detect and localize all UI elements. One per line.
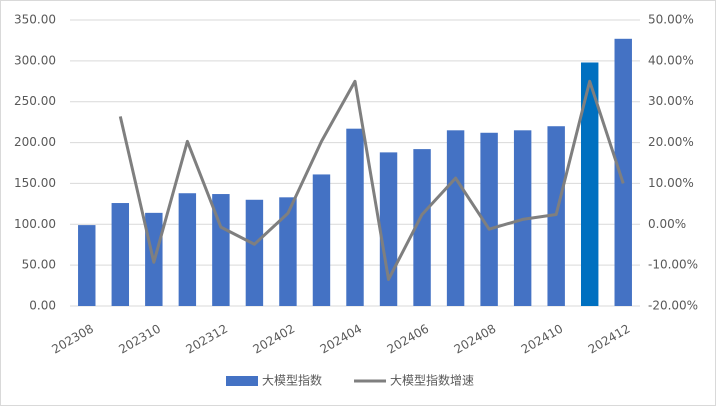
bar [547,126,565,306]
bar [178,193,197,306]
bar [212,194,230,306]
bar [413,149,431,306]
y-tick-label: 250.00 [14,94,56,108]
bar [580,62,599,307]
legend-label: 大模型指数增速 [390,373,474,388]
y-tick-label: 100.00 [14,217,56,231]
y2-tick-label: -10.00% [648,258,698,272]
y2-tick-label: 10.00% [648,176,694,190]
y2-tick-label: 40.00% [648,53,694,67]
y-tick-label: 50.00 [22,258,56,272]
y2-tick-label: 50.00% [648,13,694,27]
y-tick-label: 200.00 [14,135,56,149]
y-tick-label: 300.00 [14,53,56,67]
bar [78,225,96,306]
legend-swatch [226,376,258,386]
bar [614,38,632,307]
y2-tick-label: 0.00% [648,217,686,231]
y-tick-label: 150.00 [14,176,56,190]
y-tick-label: 0.00 [29,299,56,313]
y2-tick-label: 20.00% [648,135,694,149]
legend-label: 大模型指数 [262,373,322,388]
y-tick-label: 350.00 [14,13,56,27]
bar [245,199,264,306]
bar [379,152,398,306]
bar [111,203,130,306]
y2-tick-label: 30.00% [648,94,694,108]
bar [480,132,498,306]
bar [446,130,465,306]
bar [312,174,331,306]
y2-tick-label: -20.00% [648,299,698,313]
bar [346,128,364,306]
line [118,79,625,281]
bar [279,197,297,306]
